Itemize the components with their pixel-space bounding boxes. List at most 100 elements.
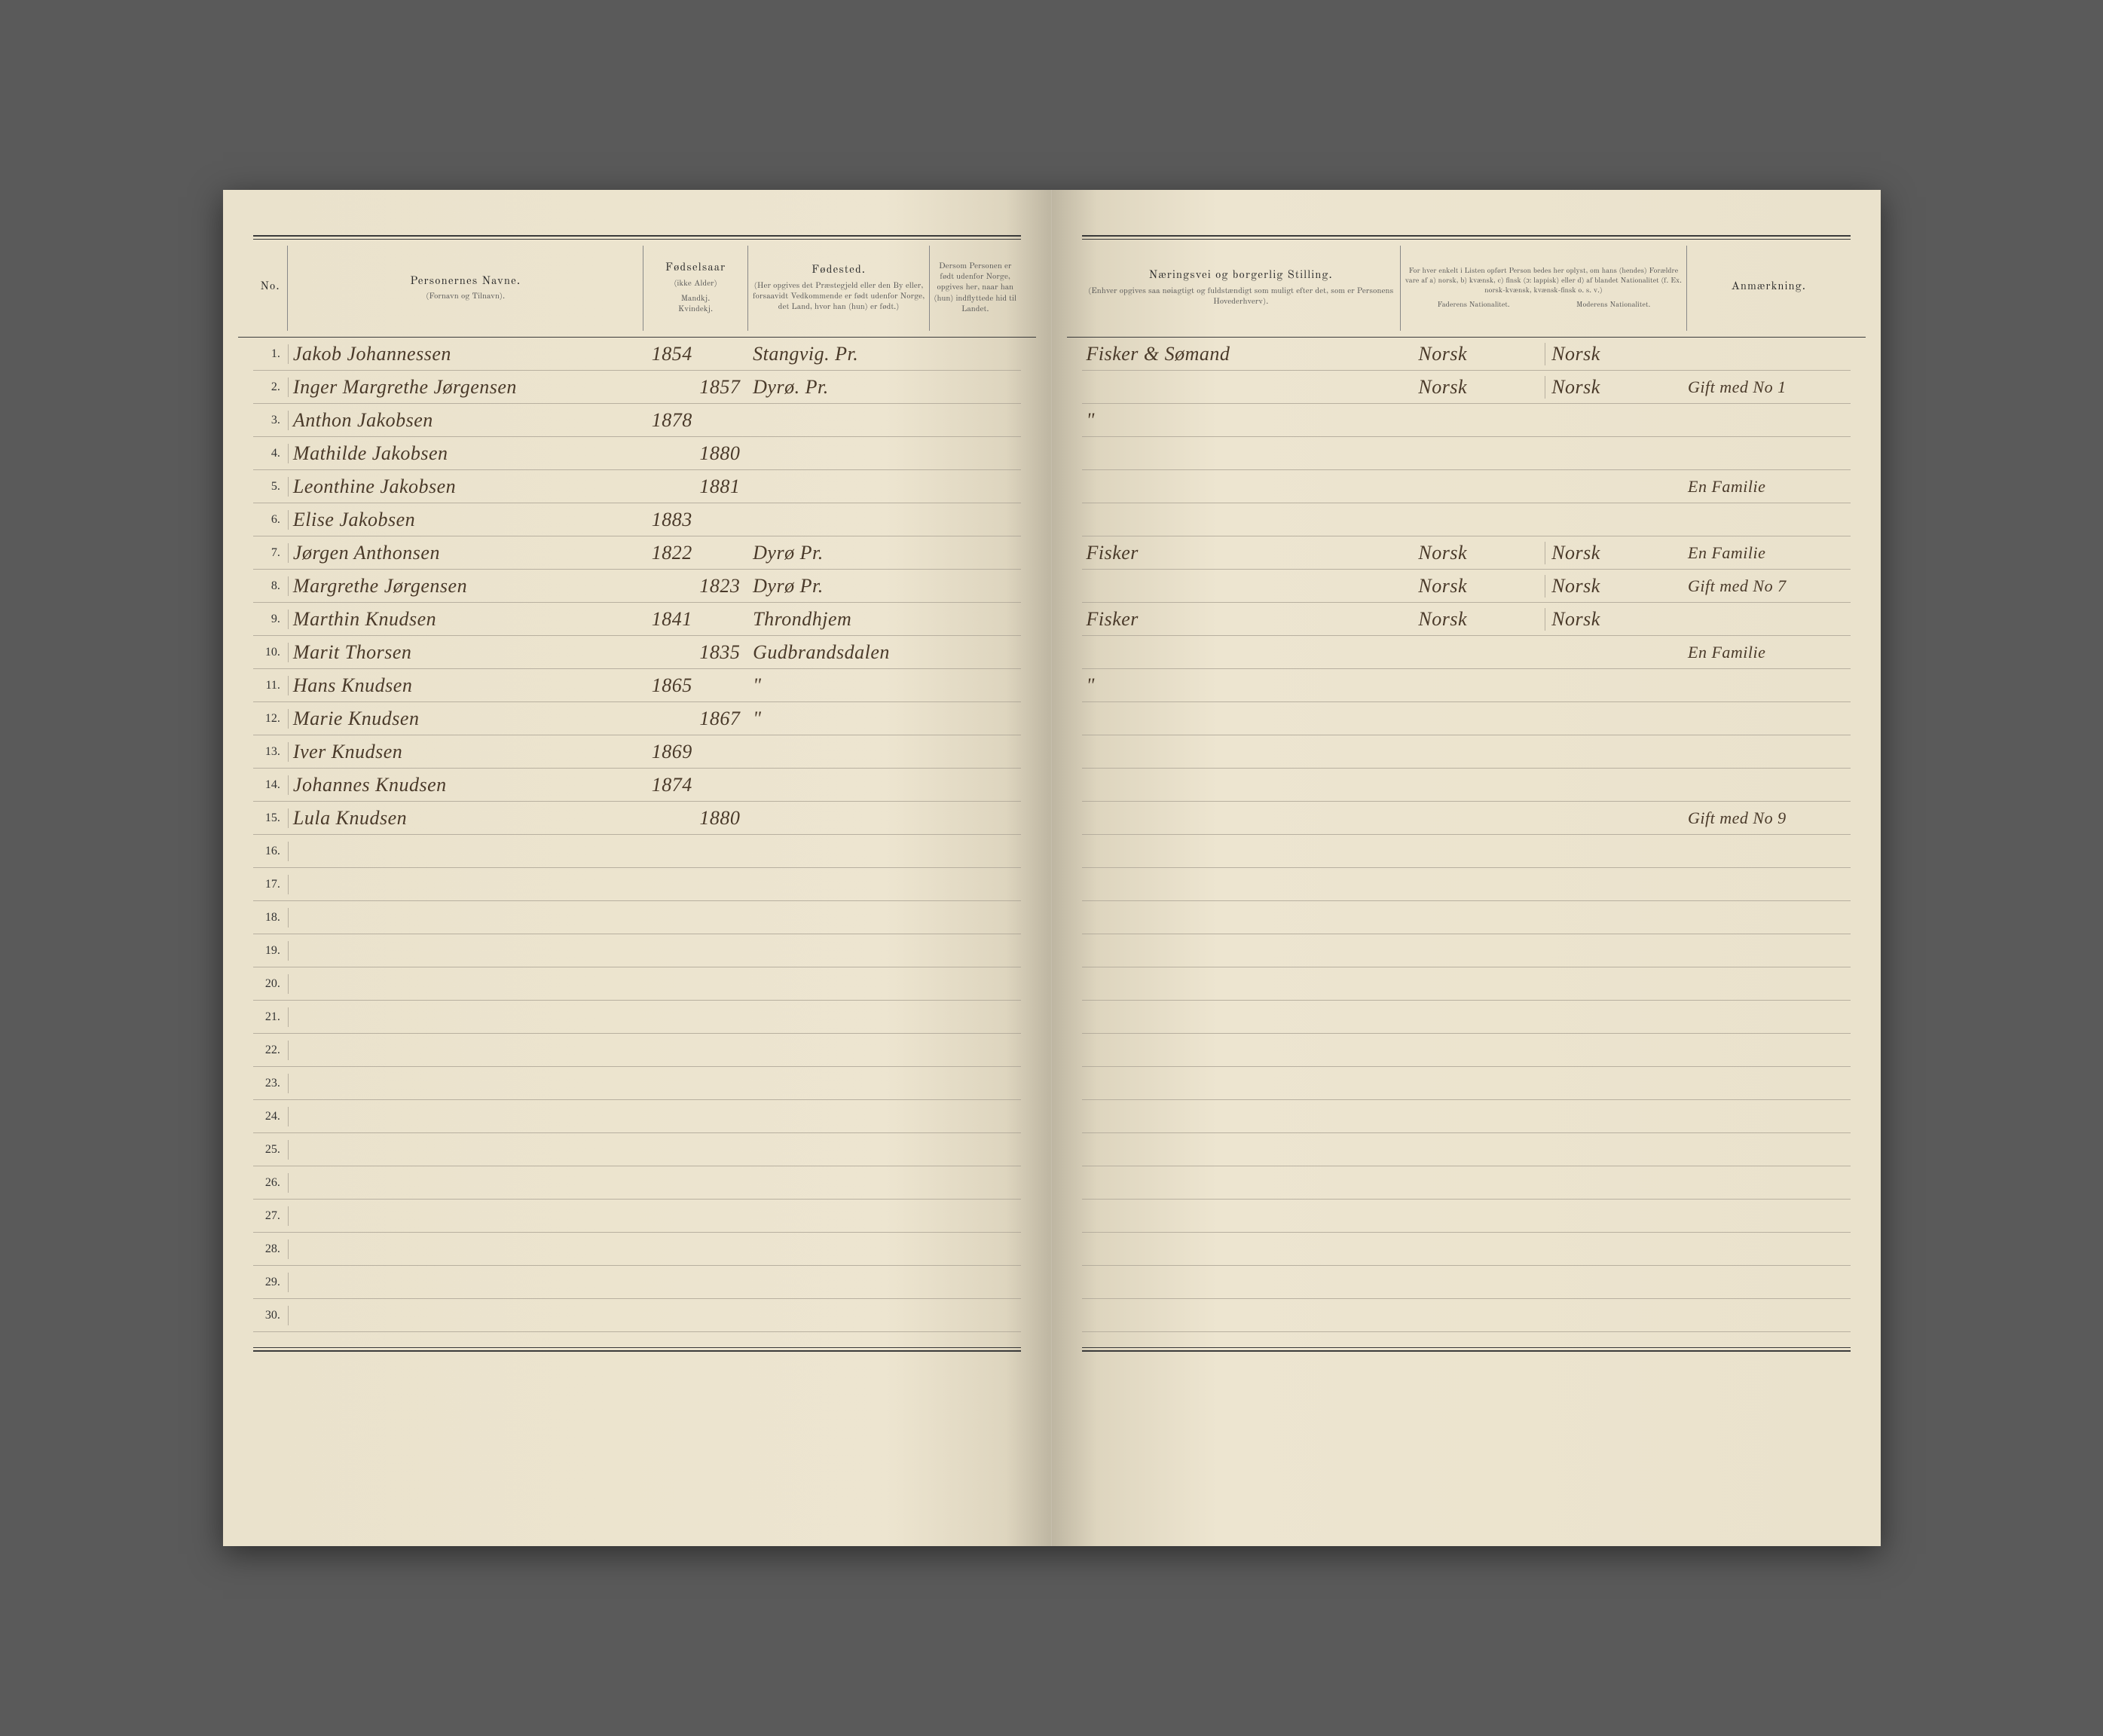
cell-nationality: NorskNorsk <box>1408 373 1683 402</box>
cell-year-male <box>648 475 696 498</box>
cell-occupation <box>1082 1014 1408 1020</box>
cell-remark <box>1683 848 1850 854</box>
cell-place <box>748 882 930 888</box>
row-number: 9. <box>253 610 289 629</box>
cell-place: " <box>748 671 930 700</box>
table-row <box>1082 967 1851 1001</box>
table-row <box>1082 1034 1851 1067</box>
cell-name <box>289 1047 643 1053</box>
table-row: 17. <box>253 868 1021 901</box>
cell-remark <box>1683 1180 1850 1186</box>
header-rem: Anmærkning. <box>1687 246 1851 331</box>
cell-occupation <box>1082 981 1408 987</box>
cell-year-female <box>696 542 744 564</box>
cell-place: Stangvig. Pr. <box>748 340 930 368</box>
header-name-label: Personernes Navne. <box>291 274 640 289</box>
table-row: Gift med No 9 <box>1082 802 1851 835</box>
cell-place: Gudbrandsdalen <box>748 638 930 667</box>
cell-abroad <box>930 417 1021 423</box>
cell-year-male: 1854 <box>648 343 696 365</box>
row-number: 10. <box>253 643 289 662</box>
cell-year-male: 1865 <box>648 674 696 697</box>
cell-nationality <box>1408 484 1683 490</box>
table-row: 28. <box>253 1233 1021 1266</box>
cell-name: Iver Knudsen <box>289 738 643 766</box>
cell-year-female <box>696 343 744 365</box>
table-row <box>1082 1266 1851 1299</box>
cell-abroad <box>930 649 1021 656</box>
cell-place <box>748 1213 930 1219</box>
row-number: 17. <box>253 875 289 894</box>
row-number: 2. <box>253 377 289 397</box>
cell-occupation <box>1082 882 1408 888</box>
table-row <box>1082 1233 1851 1266</box>
cell-year-female: 1835 <box>696 641 744 664</box>
cell-remark <box>1683 1080 1850 1087</box>
cell-nat-mother: Norsk <box>1545 542 1679 564</box>
cell-nationality <box>1408 716 1683 722</box>
row-number: 28. <box>253 1239 289 1259</box>
table-row: 18. <box>253 901 1021 934</box>
cell-abroad <box>930 1246 1021 1252</box>
cell-occupation <box>1082 948 1408 954</box>
cell-year <box>643 1313 748 1319</box>
table-row: 6.Elise Jakobsen1883 <box>253 503 1021 536</box>
cell-name <box>289 1080 643 1087</box>
cell-remark <box>1683 683 1850 689</box>
cell-abroad <box>930 1313 1021 1319</box>
row-number: 27. <box>253 1206 289 1226</box>
header-year-subcols: Mandkj. Kvindekj. <box>646 294 744 316</box>
header-row-left: No. Personernes Navne. (Fornavn og Tilna… <box>238 240 1036 338</box>
table-row <box>1082 1001 1851 1034</box>
row-number: 18. <box>253 908 289 928</box>
cell-name <box>289 1114 643 1120</box>
cell-nationality <box>1408 517 1683 523</box>
cell-year-male: 1874 <box>648 774 696 796</box>
cell-place: Dyrø Pr. <box>748 539 930 567</box>
cell-occupation <box>1082 848 1408 854</box>
cell-occupation <box>1082 1114 1408 1120</box>
cell-nationality <box>1408 683 1683 689</box>
row-number: 25. <box>253 1140 289 1160</box>
header-occ-sub: (Enhver opgives saa nøiagtigt og fuldstæ… <box>1085 286 1397 308</box>
cell-abroad <box>930 1014 1021 1020</box>
cell-remark <box>1683 616 1850 622</box>
cell-nationality <box>1408 1147 1683 1153</box>
cell-year-male: 1869 <box>648 741 696 763</box>
cell-name <box>289 1246 643 1252</box>
cell-abroad <box>930 1180 1021 1186</box>
cell-place <box>748 1114 930 1120</box>
table-row: 2.Inger Margrethe Jørgensen1857Dyrø. Pr. <box>253 371 1021 404</box>
table-row <box>1082 437 1851 470</box>
header-name: Personernes Navne. (Fornavn og Tilnavn). <box>288 246 643 331</box>
cell-remark <box>1683 1279 1850 1285</box>
cell-year <box>643 1147 748 1153</box>
header-abroad: Dersom Personen er født udenfor Norge, o… <box>930 246 1021 331</box>
cell-year: 1874 <box>643 771 748 799</box>
bottom-rule-left <box>253 1347 1021 1352</box>
table-row: NorskNorskGift med No 1 <box>1082 371 1851 404</box>
cell-occupation <box>1082 815 1408 821</box>
cell-occupation <box>1082 1147 1408 1153</box>
cell-year <box>643 1114 748 1120</box>
cell-occupation <box>1082 1213 1408 1219</box>
cell-nationality <box>1408 848 1683 854</box>
cell-name: Marie Knudsen <box>289 704 643 733</box>
row-number: 13. <box>253 742 289 762</box>
cell-abroad <box>930 1213 1021 1219</box>
cell-abroad <box>930 749 1021 755</box>
cell-year-female <box>696 674 744 697</box>
cell-abroad <box>930 1047 1021 1053</box>
cell-place <box>748 848 930 854</box>
cell-year: 1857 <box>643 373 748 402</box>
cell-year-male <box>648 807 696 830</box>
cell-remark <box>1683 981 1850 987</box>
table-row: 9.Marthin Knudsen1841Throndhjem <box>253 603 1021 636</box>
cell-name <box>289 1147 643 1153</box>
cell-place <box>748 1047 930 1053</box>
cell-nat-mother: Norsk <box>1545 608 1679 631</box>
cell-name: Marit Thorsen <box>289 638 643 667</box>
cell-year: 1841 <box>643 605 748 634</box>
cell-name: Johannes Knudsen <box>289 771 643 799</box>
row-number: 23. <box>253 1074 289 1093</box>
